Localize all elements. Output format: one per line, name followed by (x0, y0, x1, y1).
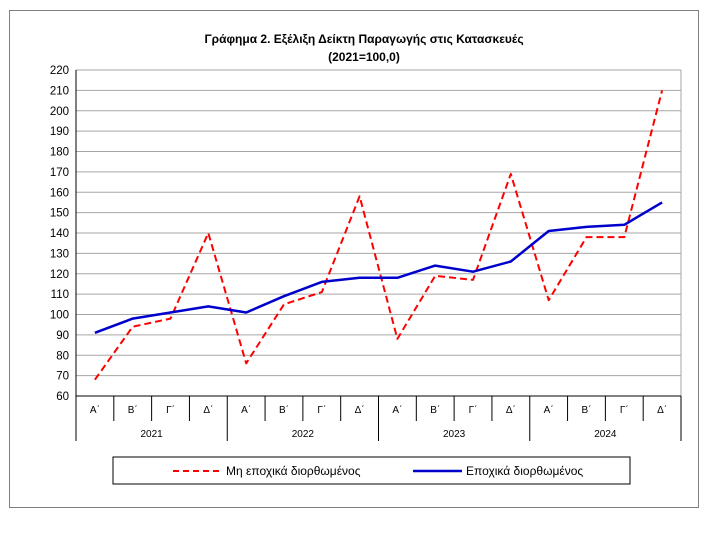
y-tick-label: 190 (50, 126, 69, 138)
y-tick-label: 60 (56, 391, 69, 403)
year-label: 2022 (292, 429, 315, 440)
year-label: 2023 (443, 429, 466, 440)
y-tick-label: 70 (56, 371, 69, 383)
y-tick-label: 80 (56, 350, 69, 362)
y-tick-label: 200 (50, 106, 69, 118)
y-tick-label: 140 (50, 228, 69, 240)
x-tick-label: Β΄ (581, 404, 591, 416)
chart-frame (9, 10, 699, 508)
x-tick-label: Α΄ (90, 404, 100, 416)
x-tick-label: Β΄ (128, 404, 138, 416)
y-tick-label: 180 (50, 147, 69, 159)
x-tick-label: Γ΄ (620, 404, 629, 416)
legend-label-non-seasonal: Μη εποχικά διορθωμένος (226, 464, 361, 478)
axes: 60 70 80 90 100 110 120 130 140 150 160 170 180 190 20… (50, 65, 682, 441)
y-tick-label: 160 (50, 187, 69, 199)
x-tick-label: Δ΄ (657, 404, 667, 416)
series-line-seasonal (94, 201, 663, 334)
y-tick-label: 110 (51, 289, 69, 301)
y-tick-label: 90 (56, 330, 69, 342)
year-label: 2021 (141, 429, 164, 440)
chart-title: Γράφημα 2. Εξέλιξη Δείκτη Παραγωγής στις… (204, 32, 523, 46)
year-label: 2024 (594, 429, 617, 440)
x-tick-label: Δ΄ (355, 404, 365, 416)
x-tick-label: Γ΄ (469, 404, 478, 416)
y-tick-label: 220 (50, 65, 69, 77)
x-tick-label: Δ΄ (506, 404, 516, 416)
x-tick-label: Β΄ (279, 404, 289, 416)
x-tick-label: Γ΄ (317, 404, 326, 416)
x-tick-label: Α΄ (241, 404, 251, 416)
x-tick-label: Α΄ (392, 404, 402, 416)
chart-subtitle: (2021=100,0) (328, 50, 400, 64)
x-tick-label: Δ΄ (203, 404, 213, 416)
x-tick-label: Α΄ (544, 404, 554, 416)
x-tick-label: Γ΄ (166, 404, 175, 416)
x-tick-label: Β΄ (430, 404, 440, 416)
y-tick-label: 120 (50, 269, 69, 281)
series-lines (94, 90, 664, 381)
y-tick-label: 170 (50, 167, 69, 179)
gridlines (76, 69, 681, 397)
legend: Μη εποχικά διορθωμένος Εποχικά διορθωμέν… (112, 456, 631, 485)
y-tick-label: 100 (50, 310, 69, 322)
legend-box (112, 456, 631, 485)
y-tick-label: 130 (50, 248, 69, 260)
y-tick-label: 210 (50, 85, 69, 97)
legend-label-seasonal: Εποχικά διορθωμένος (466, 464, 583, 478)
series-line-non-seasonal (94, 90, 664, 381)
y-tick-label: 150 (50, 208, 69, 220)
